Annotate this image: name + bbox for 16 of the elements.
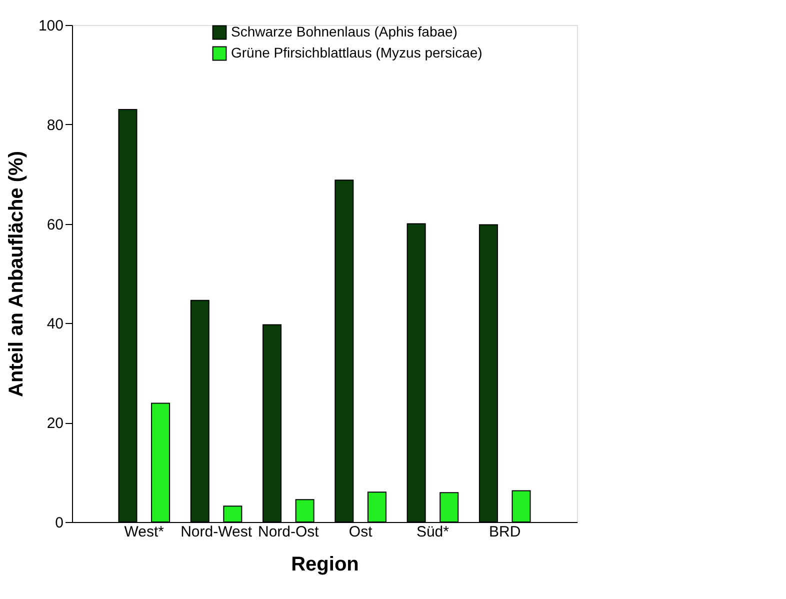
y-tick-label: 60 — [46, 216, 64, 234]
x-tick-label: Nord-Ost — [258, 524, 320, 540]
x-axis-title: Region — [291, 554, 359, 576]
y-axis-title: Anteil an Anbaufläche (%) — [5, 151, 28, 397]
y-tick-label: 20 — [46, 415, 64, 432]
legend-label: Grüne Pfirsichblattlaus (Myzus persicae) — [231, 44, 482, 60]
x-tick-label: Süd* — [416, 524, 450, 540]
y-tick-label: 80 — [46, 116, 64, 134]
y-tick-label: 0 — [55, 514, 64, 532]
x-tick-label: BRD — [489, 524, 521, 540]
legend-label: Schwarze Bohnenlaus (Aphis fabae) — [231, 24, 458, 40]
x-tick-label: Nord-West — [180, 524, 253, 540]
x-tick-label: Ost — [348, 524, 374, 540]
y-tick-label: 100 — [38, 18, 64, 34]
x-tick-label: West* — [124, 524, 164, 540]
y-tick-label: 40 — [46, 316, 64, 333]
